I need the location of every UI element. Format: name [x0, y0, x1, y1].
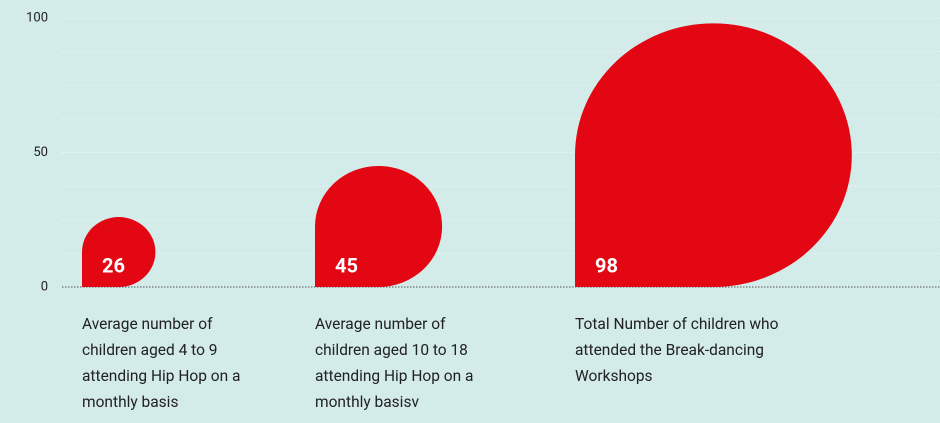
value-label: 45 [335, 253, 358, 277]
category-label: Average number of children aged 10 to 18… [315, 315, 474, 411]
y-tick-label: 0 [41, 279, 48, 294]
category-label: Average number of children aged 4 to 9 a… [82, 315, 241, 411]
bar [82, 217, 156, 287]
y-tick-label: 100 [26, 10, 48, 25]
value-label: 26 [102, 253, 125, 277]
y-tick-label: 50 [33, 145, 48, 160]
value-label: 98 [595, 253, 618, 277]
bar [575, 23, 852, 287]
bar [315, 165, 443, 287]
category-label: Total Number of children who attended th… [575, 315, 779, 385]
